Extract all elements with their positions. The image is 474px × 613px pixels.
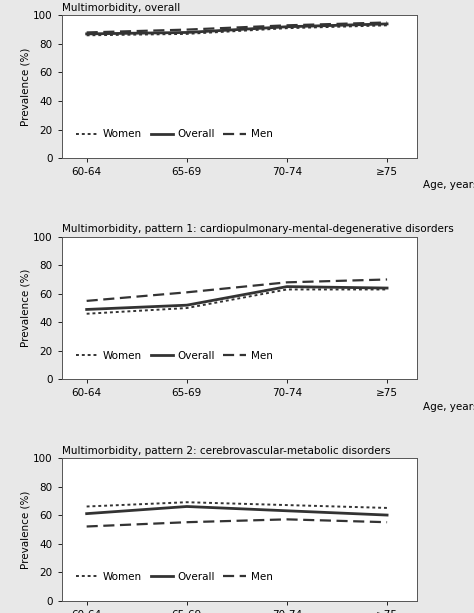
Y-axis label: Prevalence (%): Prevalence (%) bbox=[20, 48, 30, 126]
Men bbox=[284, 21, 290, 29]
Women bbox=[384, 21, 390, 29]
Line: Men: Men bbox=[87, 519, 387, 527]
Men bbox=[84, 523, 90, 530]
Line: Men: Men bbox=[87, 280, 387, 301]
Men bbox=[184, 519, 190, 526]
Overall bbox=[284, 23, 290, 31]
Line: Overall: Overall bbox=[87, 506, 387, 515]
Men bbox=[184, 289, 190, 296]
Y-axis label: Prevalence (%): Prevalence (%) bbox=[20, 490, 30, 568]
Text: Multimorbidity, pattern 2: cerebrovascular-metabolic disorders: Multimorbidity, pattern 2: cerebrovascul… bbox=[62, 446, 390, 456]
Men bbox=[384, 19, 390, 26]
Overall bbox=[84, 510, 90, 517]
Overall bbox=[184, 29, 190, 36]
Women bbox=[384, 504, 390, 512]
Line: Overall: Overall bbox=[87, 287, 387, 310]
Line: Overall: Overall bbox=[87, 24, 387, 34]
Women bbox=[384, 286, 390, 293]
Text: Multimorbidity, pattern 1: cardiopulmonary-mental-degenerative disorders: Multimorbidity, pattern 1: cardiopulmona… bbox=[62, 224, 453, 235]
Line: Women: Women bbox=[87, 502, 387, 508]
Men bbox=[184, 26, 190, 33]
Women bbox=[184, 498, 190, 506]
Line: Men: Men bbox=[87, 23, 387, 32]
Men bbox=[284, 279, 290, 286]
Women bbox=[184, 30, 190, 37]
Women bbox=[284, 501, 290, 509]
Women bbox=[184, 305, 190, 311]
Men bbox=[84, 297, 90, 305]
Overall bbox=[384, 511, 390, 519]
Men bbox=[84, 29, 90, 36]
Text: Age, years: Age, years bbox=[423, 180, 474, 190]
Legend: Women, Overall, Men: Women, Overall, Men bbox=[74, 349, 274, 363]
Legend: Women, Overall, Men: Women, Overall, Men bbox=[74, 570, 274, 584]
Overall bbox=[284, 507, 290, 514]
Women bbox=[84, 310, 90, 318]
Line: Women: Women bbox=[87, 25, 387, 36]
Overall bbox=[84, 30, 90, 37]
Overall bbox=[284, 283, 290, 291]
Women bbox=[84, 32, 90, 39]
Men bbox=[284, 516, 290, 523]
Legend: Women, Overall, Men: Women, Overall, Men bbox=[74, 128, 274, 142]
Women bbox=[84, 503, 90, 510]
Men bbox=[384, 276, 390, 283]
Overall bbox=[384, 284, 390, 292]
Overall bbox=[84, 306, 90, 313]
Line: Women: Women bbox=[87, 289, 387, 314]
Y-axis label: Prevalence (%): Prevalence (%) bbox=[20, 269, 30, 347]
Women bbox=[284, 25, 290, 32]
Overall bbox=[384, 20, 390, 28]
Text: Multimorbidity, overall: Multimorbidity, overall bbox=[62, 3, 180, 13]
Women bbox=[284, 286, 290, 293]
Men bbox=[384, 519, 390, 526]
Text: Age, years: Age, years bbox=[423, 402, 474, 412]
Overall bbox=[184, 503, 190, 510]
Overall bbox=[184, 302, 190, 309]
